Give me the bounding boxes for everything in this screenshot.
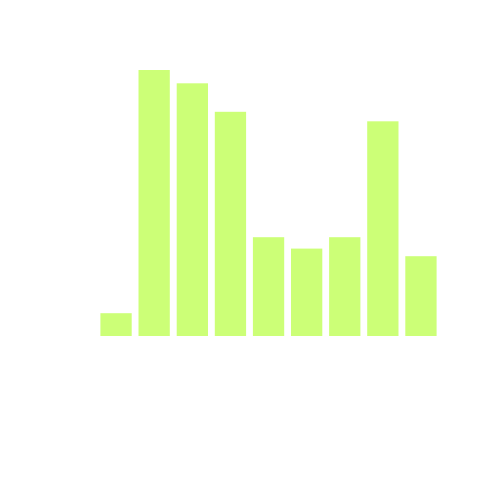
bar-4 xyxy=(214,111,247,336)
bar-7 xyxy=(329,237,361,336)
bar-5 xyxy=(252,237,285,336)
bar-8 xyxy=(367,121,399,336)
bar-6 xyxy=(291,248,323,336)
bar-1 xyxy=(100,313,132,336)
bar-3 xyxy=(176,83,208,336)
bar-2 xyxy=(138,70,170,336)
bar-9 xyxy=(405,256,437,336)
bars-group xyxy=(100,70,437,336)
